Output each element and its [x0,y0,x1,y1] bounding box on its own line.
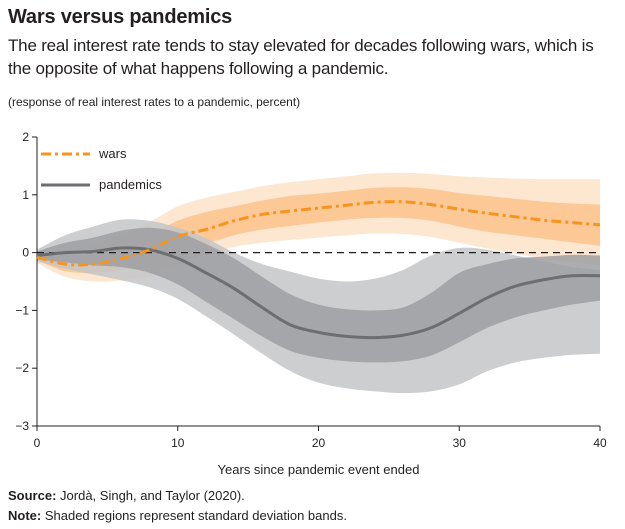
y-tick-label: −1 [15,303,29,317]
y-tick-label: 2 [22,130,29,144]
note-text: Shaded regions represent standard deviat… [44,508,347,523]
chart-subtitle: The real interest rate tends to stay ele… [8,36,594,78]
y-tick-label: 1 [22,188,29,202]
legend-label-pandemics: pandemics [99,177,162,192]
note-label: Note: [8,508,42,523]
x-tick-label: 40 [593,436,607,450]
pandemics-inner-band [37,227,600,363]
chart-title: Wars versus pandemics [8,6,233,28]
note-line: Note: Shaded regions represent standard … [8,508,347,523]
source-label: Source: [8,488,57,503]
x-axis-label: Years since pandemic event ended [218,462,420,477]
x-tick-label: 0 [34,436,41,450]
x-tick-label: 30 [453,436,467,450]
x-tick-label: 10 [171,436,185,450]
y-tick-label: −2 [15,361,29,375]
x-tick-label: 20 [312,436,326,450]
units-note: (response of real interest rates to a pa… [8,95,301,109]
y-tick-label: −3 [15,419,29,433]
pandemics-line [36,246,601,340]
y-tick-label: 0 [22,246,29,260]
legend-label-wars: wars [98,146,127,161]
source-text: Jordà, Singh, and Taylor (2020). [60,488,245,503]
source-line: Source: Jordà, Singh, and Taylor (2020). [8,488,245,503]
